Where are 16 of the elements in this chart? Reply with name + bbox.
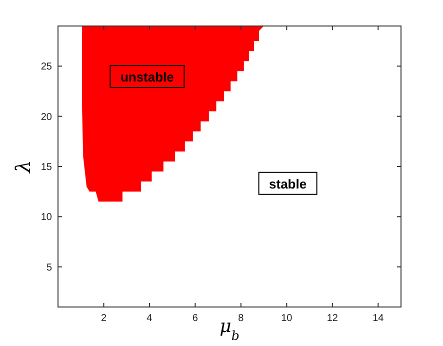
y-tick-label: 5 (46, 262, 52, 274)
x-tick-label: 6 (192, 313, 198, 324)
y-tick-label: 15 (40, 162, 52, 173)
annotation: stable (269, 176, 307, 192)
x-axis-title: μ$_{b}$ (220, 316, 240, 342)
y-tick-label: 25 (40, 62, 52, 73)
y-axis-title: λ (11, 160, 35, 174)
x-tick-label: 10 (281, 313, 293, 324)
x-tick-label: 2 (100, 313, 107, 324)
y-tick-label: 20 (40, 112, 52, 123)
x-tick-label: 12 (326, 313, 338, 324)
x-tick-label: 8 (238, 313, 244, 324)
y-tick-label: 10 (40, 212, 52, 224)
x-tick-label: 14 (372, 313, 384, 324)
annotation: unstable (120, 70, 174, 85)
x-tick-label: 4 (146, 313, 153, 324)
